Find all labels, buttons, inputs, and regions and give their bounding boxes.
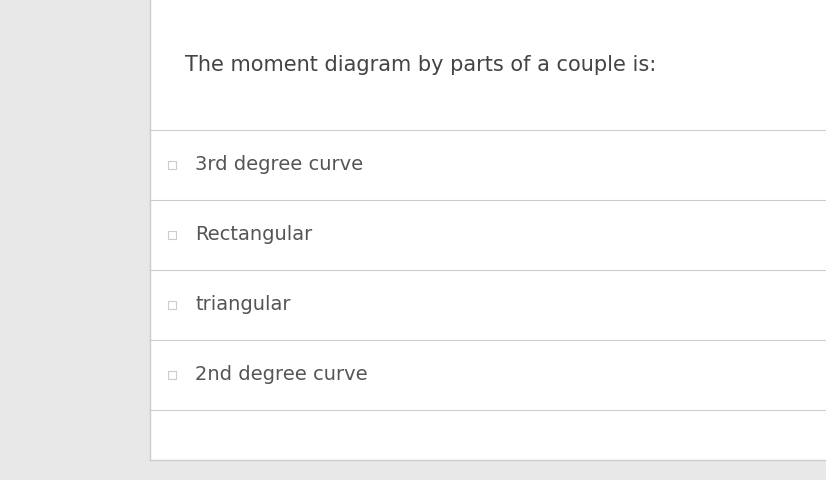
Text: The moment diagram by parts of a couple is:: The moment diagram by parts of a couple … bbox=[185, 55, 656, 75]
Text: 2nd degree curve: 2nd degree curve bbox=[195, 365, 368, 384]
Text: Rectangular: Rectangular bbox=[195, 226, 312, 244]
Bar bbox=[150, 0, 826, 460]
Text: 3rd degree curve: 3rd degree curve bbox=[195, 156, 363, 175]
Text: triangular: triangular bbox=[195, 296, 291, 314]
